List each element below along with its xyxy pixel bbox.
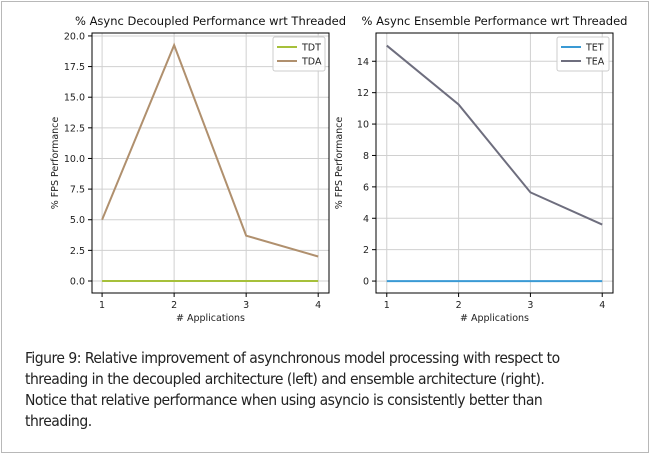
x-tick-label: 3 [527,300,533,311]
y-tick-label: 2 [363,245,369,256]
legend-label: TDT [301,43,321,54]
x-tick-label: 1 [99,300,105,311]
legend: TET TEA [556,36,610,72]
y-tick-label: 10.0 [64,154,85,165]
caption-line: Notice that relative performance when us… [25,391,543,409]
y-tick-label: 0 [363,277,369,288]
chart-title: % Async Decoupled Performance wrt Thread… [75,14,346,28]
legend-label: TDA [301,57,322,68]
legend-box [556,36,610,72]
x-tick-label: 4 [599,300,605,311]
y-axis-label: % FPS Performance [50,117,61,210]
legend-label: TEA [585,57,605,68]
y-tick-label: 10 [357,120,369,131]
y-tick-label: 4 [363,214,369,225]
y-tick-label: 12 [357,88,369,99]
x-tick-label: 3 [243,300,249,311]
chart-title: % Async Ensemble Performance wrt Threade… [362,14,628,28]
series-line-tda [101,42,319,258]
y-tick-label: 8 [363,151,369,162]
legend-box [272,36,326,72]
y-tick-label: 15.0 [64,93,85,104]
caption-line: Figure 9: Relative improvement of asynch… [25,349,560,367]
x-tick-label: 2 [171,300,177,311]
x-axis-label: # Applications [460,313,529,324]
y-tick-label: 14 [357,57,369,68]
y-tick-label: 0.0 [70,276,85,287]
caption-line: threading in the decoupled architecture … [25,370,545,388]
axes-frame [91,32,330,294]
axes-frame [375,32,614,294]
y-axis-label: % FPS Performance [334,117,345,210]
caption-line: threading. [25,412,92,430]
y-tick-label: 6 [363,182,369,193]
legend-label: TET [585,43,604,54]
legend: TDT TDA [272,36,326,72]
x-tick-label: 1 [384,300,390,311]
chart-1: 1 2 3 4 0.0 2.5 5.0 7.5 10.0 12.5 15.0 17.5 20.0 % As… [50,14,346,324]
y-tick-label: 12.5 [64,123,85,134]
figure-charts: 1 2 3 40.02.55.07.510.012.515.017.520.0% As… [50,14,627,324]
y-tick-label: 2.5 [70,246,85,257]
y-tick-label: 17.5 [64,62,85,73]
y-tick-label: 20.0 [64,31,85,42]
y-tick-label: 5.0 [70,215,85,226]
series-line-tea [386,44,603,226]
x-axis-label: # Applications [176,313,245,324]
x-tick-label: 4 [315,300,321,311]
x-tick-label: 2 [456,300,462,311]
figure-caption: Figure 9: Relative improvement of asynch… [25,348,560,432]
y-tick-label: 7.5 [70,185,85,196]
